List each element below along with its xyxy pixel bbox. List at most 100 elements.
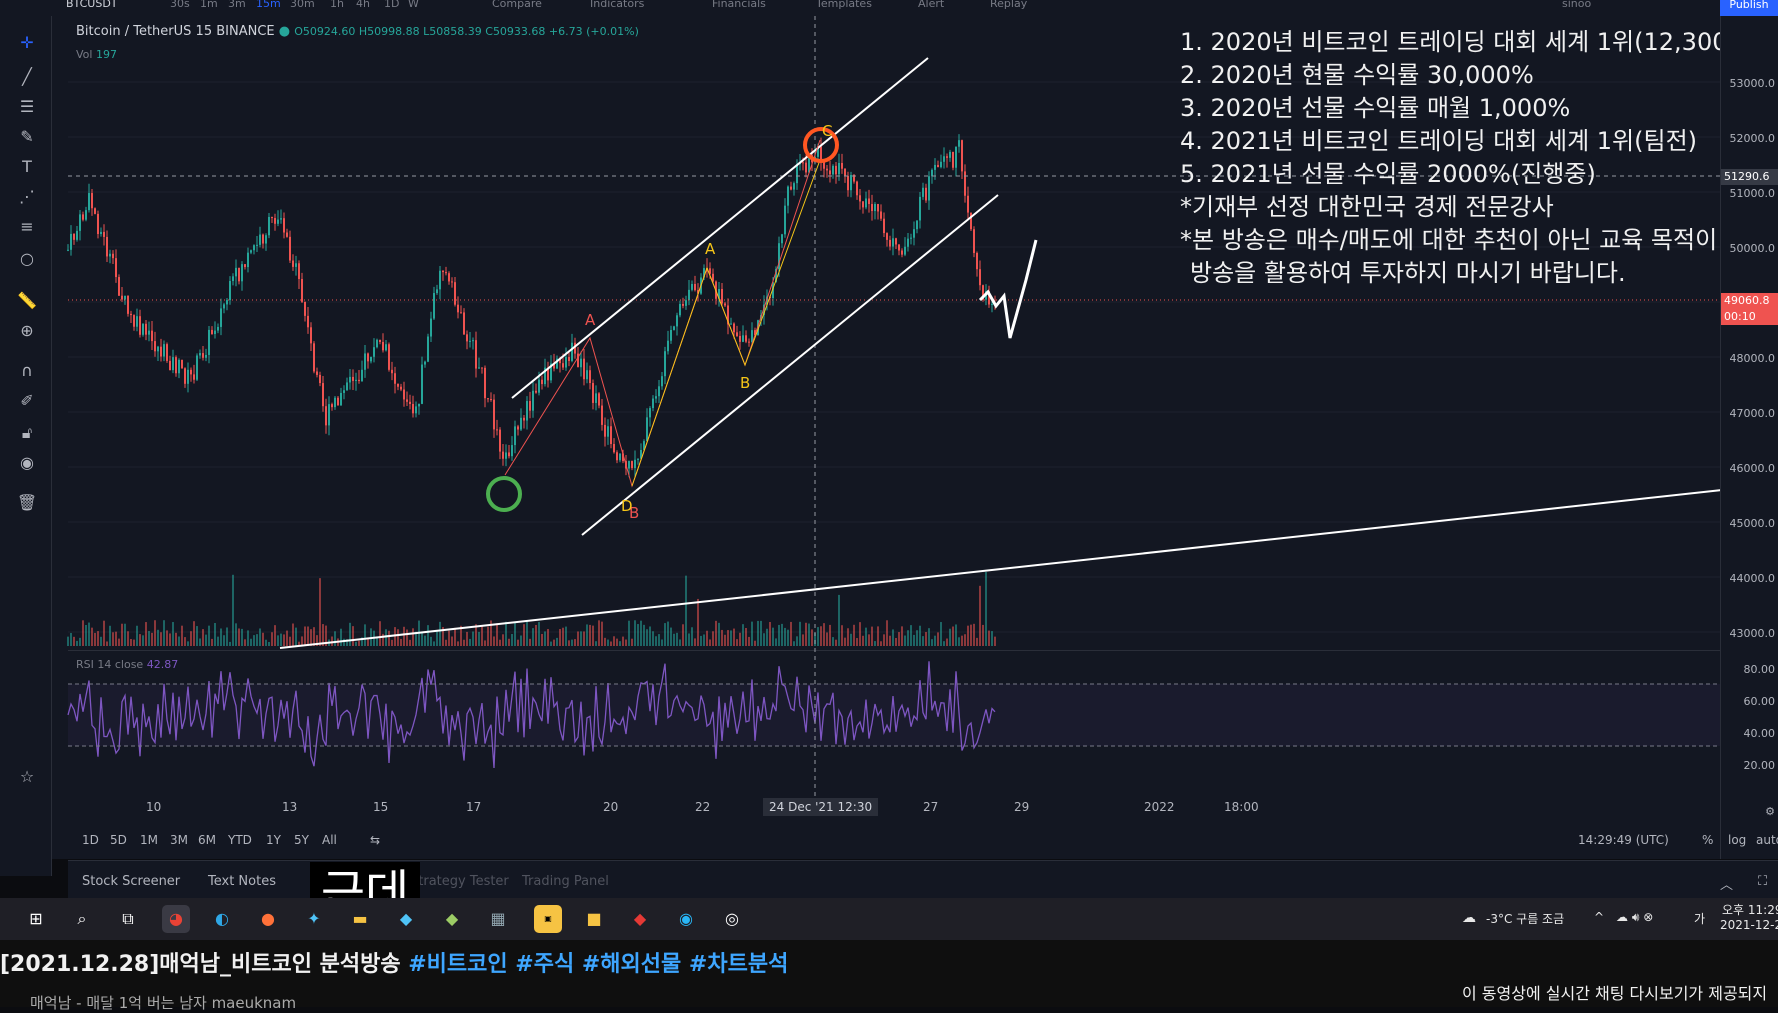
- publish-button[interactable]: Publish: [1720, 0, 1778, 16]
- range-all[interactable]: All: [322, 833, 337, 847]
- pattern-icon[interactable]: ⋰: [19, 187, 35, 206]
- range-1y[interactable]: 1Y: [266, 833, 281, 847]
- app-icon[interactable]: ◆: [399, 909, 413, 928]
- shape-icon[interactable]: ○: [20, 249, 34, 268]
- chrome-icon[interactable]: ◕: [162, 905, 190, 933]
- maximize-icon[interactable]: ⛶: [1758, 874, 1768, 889]
- title-hashtags[interactable]: #비트코인 #주식 #해외선물 #차트분석: [408, 952, 789, 977]
- log-toggle[interactable]: log: [1728, 833, 1747, 847]
- candle-body: [613, 444, 615, 453]
- range-3m[interactable]: 3M: [170, 833, 188, 847]
- time-axis[interactable]: 10 13 15 17 20 22 24 Dec '21 12:30 27 29…: [68, 797, 1720, 819]
- explorer-icon[interactable]: ▬: [352, 909, 368, 928]
- firefox-icon[interactable]: ●: [261, 909, 275, 928]
- calculator-icon[interactable]: ▦: [490, 909, 506, 928]
- lock-icon[interactable]: 🔓︎: [21, 423, 33, 442]
- taskbar-time[interactable]: 오후 11:29: [1722, 903, 1778, 917]
- indicators-button[interactable]: Indicators: [590, 0, 645, 10]
- volume-bar: [862, 635, 864, 646]
- zoom-icon[interactable]: ⊕: [20, 321, 34, 340]
- volume-legend[interactable]: Vol 197: [76, 48, 117, 61]
- volume-bar: [154, 620, 156, 646]
- star-icon[interactable]: ☆: [19, 767, 35, 786]
- range-5d[interactable]: 5D: [110, 833, 127, 847]
- interval-4h[interactable]: 4h: [356, 0, 370, 10]
- app-icon[interactable]: ▣: [534, 905, 562, 933]
- candle-body: [898, 244, 900, 251]
- text-icon[interactable]: T: [22, 157, 32, 176]
- interval-30m[interactable]: 30m: [290, 0, 315, 10]
- candle-body: [862, 201, 864, 208]
- candle-body: [535, 390, 537, 393]
- candle-body: [76, 230, 78, 240]
- tab-trading-panel[interactable]: Trading Panel: [522, 874, 609, 889]
- app-icon[interactable]: ◆: [633, 909, 647, 928]
- task-view-icon[interactable]: ⧉: [122, 909, 134, 928]
- range-5y[interactable]: 5Y: [294, 833, 309, 847]
- interval-3m[interactable]: 3m: [228, 0, 246, 10]
- range-1m[interactable]: 1M: [140, 833, 158, 847]
- chart-canvas[interactable]: [52, 16, 1720, 859]
- tab-stock-screener[interactable]: Stock Screener: [82, 874, 181, 889]
- app-icon[interactable]: ◉: [679, 909, 693, 928]
- app-icon[interactable]: ◆: [445, 909, 459, 928]
- taskbar-date[interactable]: 2021-12-28: [1720, 918, 1778, 932]
- interval-30s[interactable]: 30s: [170, 0, 190, 10]
- interval-15m[interactable]: 15m: [256, 0, 281, 10]
- bird-app-icon[interactable]: ✦: [307, 909, 321, 928]
- range-1d[interactable]: 1D: [82, 833, 99, 847]
- channel-name[interactable]: 매억남 - 매달 1억 버는 남자 maeuknam: [30, 994, 297, 1012]
- brush-icon[interactable]: ✎: [20, 127, 34, 146]
- weather-text[interactable]: -3°C 구름 조금: [1486, 912, 1565, 926]
- ime-icon[interactable]: 가: [1694, 912, 1706, 926]
- magnet-icon[interactable]: ∩: [21, 361, 33, 380]
- layout-name[interactable]: sinoo: [1562, 0, 1592, 10]
- app-icon[interactable]: ◎: [725, 909, 739, 928]
- edge-icon[interactable]: ◐: [215, 909, 229, 928]
- candle-body: [868, 198, 870, 205]
- prediction-icon[interactable]: ≡: [20, 217, 34, 236]
- replay-button[interactable]: Replay: [990, 0, 1028, 10]
- interval-1d[interactable]: 1D: [384, 0, 400, 10]
- windows-start-icon[interactable]: ⊞: [29, 909, 43, 928]
- sticky-notes-icon[interactable]: ■: [586, 909, 602, 928]
- collapse-icon[interactable]: ︿: [1720, 878, 1734, 893]
- percent-toggle[interactable]: %: [1702, 833, 1714, 847]
- compare-button[interactable]: Compare: [492, 0, 542, 10]
- rsi-legend[interactable]: RSI 14 close 42.87: [76, 658, 178, 671]
- fib-icon[interactable]: ☰: [19, 97, 35, 116]
- trendline-icon[interactable]: ╱: [22, 67, 32, 86]
- trash-icon[interactable]: 🗑︎: [16, 493, 38, 512]
- chart-legend[interactable]: Bitcoin / TetherUS 15 BINANCE ● O50924.6…: [76, 24, 639, 39]
- crosshair-icon[interactable]: ✛: [20, 33, 34, 52]
- tray-chevron-icon[interactable]: ^: [1594, 910, 1605, 924]
- auto-toggle[interactable]: auto: [1756, 833, 1778, 847]
- tab-text-notes[interactable]: Text Notes: [208, 874, 276, 889]
- financials-button[interactable]: Financials: [712, 0, 766, 10]
- volume-bar: [448, 630, 450, 646]
- symbol-search[interactable]: BTCUSDT: [66, 0, 118, 10]
- tab-strategy-tester[interactable]: Strategy Tester: [410, 874, 509, 889]
- search-icon[interactable]: ⌕: [77, 909, 87, 928]
- interval-1m[interactable]: 1m: [200, 0, 218, 10]
- candle-body: [220, 308, 222, 327]
- settings-gear-icon[interactable]: ⚙: [1765, 805, 1775, 818]
- tray-icons[interactable]: ☁ 🔊︎ ⊗: [1616, 910, 1654, 924]
- goto-date-icon[interactable]: ⇆: [370, 833, 381, 847]
- interval-1h[interactable]: 1h: [330, 0, 344, 10]
- price-axis[interactable]: 53000.0 52000.0 51000.0 50000.0 48000.0 …: [1720, 16, 1778, 859]
- templates-button[interactable]: Templates: [816, 0, 872, 10]
- range-6m[interactable]: 6M: [198, 833, 216, 847]
- pane-separator[interactable]: [68, 650, 1720, 651]
- volume-bar: [415, 631, 417, 646]
- range-ytd[interactable]: YTD: [228, 833, 252, 847]
- interval-w[interactable]: W: [408, 0, 419, 10]
- eye-icon[interactable]: ◉: [20, 453, 34, 472]
- video-title[interactable]: [2021.12.28]매억남_비트코인 분석방송 #비트코인 #주식 #해외선…: [0, 946, 788, 978]
- alert-button[interactable]: Alert: [918, 0, 945, 10]
- stay-drawing-icon[interactable]: ✐: [20, 391, 34, 410]
- current-price-tag: 49060.8: [1721, 293, 1778, 309]
- clock[interactable]: 14:29:49 (UTC): [1578, 833, 1669, 847]
- ruler-icon[interactable]: 📏: [17, 291, 37, 310]
- weather-icon[interactable]: ☁: [1462, 910, 1476, 926]
